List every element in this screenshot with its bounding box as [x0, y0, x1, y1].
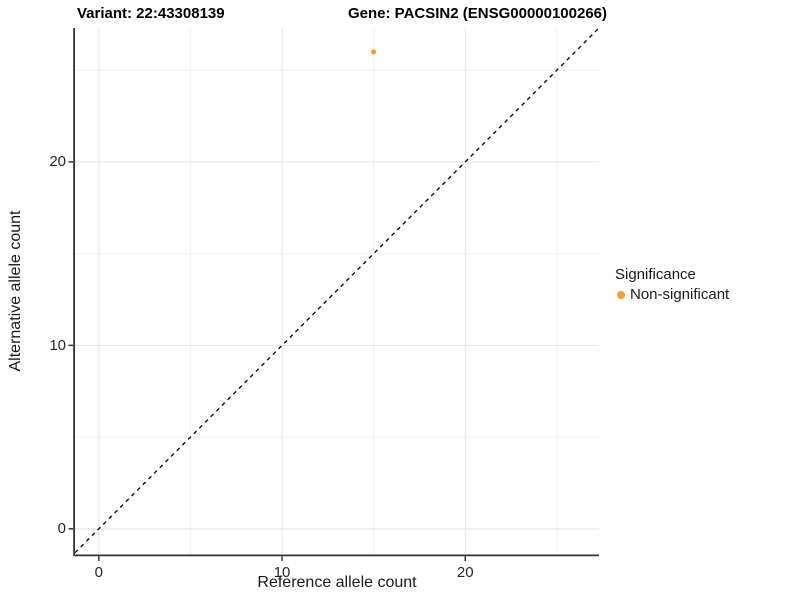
axis-lines — [73, 28, 599, 557]
data-point — [371, 49, 377, 55]
gene-title: Gene: PACSIN2 (ENSG00000100266) — [348, 5, 608, 22]
legend-point-icon — [617, 290, 625, 299]
legend: Significance Non-significant — [613, 266, 729, 303]
legend-item: Non-significant — [613, 286, 729, 303]
y-axis-label: Alternative allele count — [7, 210, 24, 372]
identity-line — [74, 27, 600, 554]
legend-title: Significance — [615, 266, 696, 283]
y-tick-label: 0 — [57, 520, 66, 538]
y-tick-label: 10 — [49, 336, 66, 354]
x-tick-label: 0 — [94, 563, 103, 581]
legend-item-label: Non-significant — [630, 286, 730, 303]
x-tick-label: 10 — [273, 563, 291, 581]
variant-title: Variant: 22:43308139 — [77, 5, 225, 22]
x-tick-label: 20 — [456, 563, 474, 581]
x-axis-label: Reference allele count — [257, 574, 417, 591]
y-tick-label: 20 — [49, 153, 66, 171]
